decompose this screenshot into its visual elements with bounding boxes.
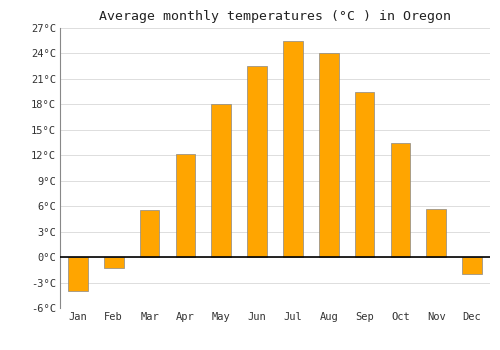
Bar [140,210,160,257]
Bar [426,209,446,257]
Bar [247,66,267,257]
Bar [104,257,124,268]
Title: Average monthly temperatures (°C ) in Oregon: Average monthly temperatures (°C ) in Or… [99,10,451,23]
Bar [462,257,482,274]
Bar [212,104,231,257]
Bar [390,142,410,257]
Bar [68,257,88,291]
Bar [354,92,374,257]
Bar [319,54,338,257]
Bar [176,154,196,257]
Bar [283,41,303,257]
